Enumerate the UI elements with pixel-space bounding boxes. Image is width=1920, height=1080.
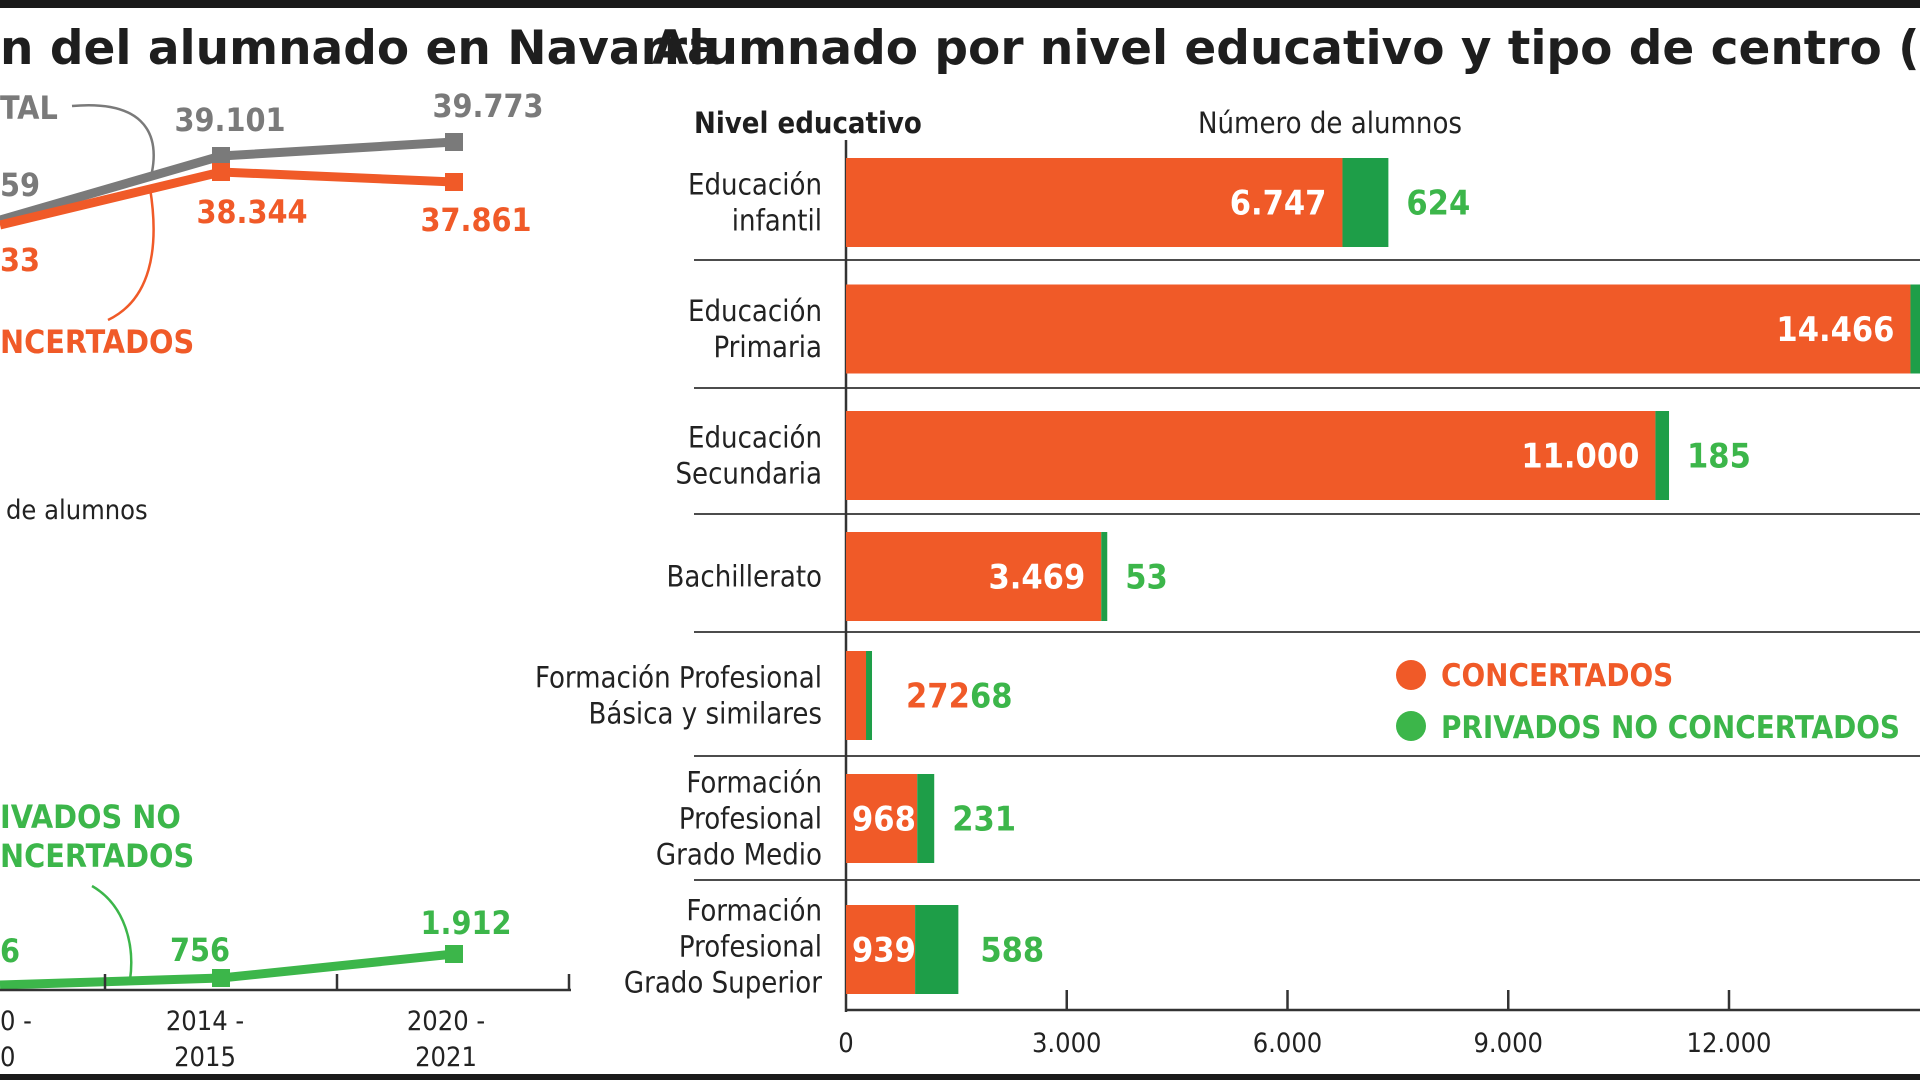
x-tick-label: 9.000 <box>1473 1028 1543 1059</box>
category-label: Básica y similares <box>588 697 822 731</box>
bar-privados <box>1342 158 1389 247</box>
bar-privados <box>1910 284 1920 374</box>
left-x-tick-label-2020-a: 2020 - <box>407 1006 485 1037</box>
legend-label-concertados: CONCERTADOS <box>1441 658 1673 694</box>
category-label: Formación Profesional <box>535 661 822 695</box>
callout-privados <box>91 884 133 981</box>
top-rule <box>0 0 1920 8</box>
bottom-rule <box>0 1074 1920 1080</box>
category-label: Secundaria <box>675 457 822 491</box>
privados-partial-value: 6 <box>0 932 20 970</box>
bar-concertados <box>846 411 1656 500</box>
bar-concertados <box>846 651 867 740</box>
category-label: Grado Superior <box>624 966 822 1000</box>
series-label-concertados: NCERTADOS <box>0 323 194 361</box>
category-label: infantil <box>732 204 822 238</box>
data-label-total-2014: 39.101 <box>174 101 285 139</box>
category-label: Formación <box>686 766 822 800</box>
legend: CONCERTADOS PRIVADOS NO CONCERTADOS <box>1396 658 1900 746</box>
x-tick-label: 0 <box>838 1028 853 1059</box>
point-total-2020 <box>445 133 463 151</box>
category-label: Educación <box>688 168 822 202</box>
data-label-privados: 68 <box>970 677 1013 717</box>
bar-concertados <box>846 774 918 863</box>
bar-privados <box>866 651 873 740</box>
series-label-total: TAL <box>0 89 58 127</box>
data-label-concertados: 968 <box>852 800 916 840</box>
series-label-privados-line2: NCERTADOS <box>0 837 194 875</box>
bar-concertados <box>846 532 1102 621</box>
data-label-concertados: 272 <box>906 677 970 717</box>
category-label: Bachillerato <box>667 560 822 594</box>
point-total-2014 <box>212 147 230 165</box>
category-label: Educación <box>688 294 822 328</box>
callout-total <box>71 103 155 173</box>
data-label-privados: 624 <box>1406 184 1470 224</box>
bar-privados <box>915 905 959 994</box>
legend-swatch-privados <box>1396 711 1426 741</box>
left-x-tick-label-partial-1: 0 - <box>0 1006 32 1037</box>
data-label-privados: 53 <box>1125 558 1168 598</box>
category-label: Formación <box>686 894 822 928</box>
x-tick-label: 6.000 <box>1253 1028 1323 1059</box>
bar-concertados <box>846 905 916 994</box>
bar-privados <box>1101 532 1108 621</box>
data-label-concertados: 6.747 <box>1230 184 1327 224</box>
right-chart-title: Alumnado por nivel educativo y tipo de c… <box>652 21 1920 76</box>
series-label-privados-line1: IVADOS NO <box>0 798 181 836</box>
category-label: Grado Medio <box>656 838 822 872</box>
point-privados-2020 <box>445 945 463 963</box>
data-label-privados: 588 <box>980 931 1044 971</box>
bar-privados <box>917 774 935 863</box>
data-label-privados-2014: 756 <box>170 931 230 969</box>
point-concertados-2020 <box>445 173 463 191</box>
category-label: Primaria <box>713 330 822 364</box>
line-chart: TAL NCERTADOS de alumnos IVADOS NO NCERT… <box>0 87 571 1073</box>
data-label-concertados-2020: 37.861 <box>420 201 531 239</box>
left-x-tick-label-partial-2: 0 <box>0 1042 15 1073</box>
left-chart-title: n del alumnado en Navarra <box>0 21 719 76</box>
total-partial-value: 59 <box>0 166 40 204</box>
left-x-tick-label-2020-b: 2021 <box>415 1042 477 1073</box>
point-concertados-2014 <box>212 163 230 181</box>
legend-swatch-concertados <box>1396 660 1426 690</box>
legend-label-privados: PRIVADOS NO CONCERTADOS <box>1441 710 1900 746</box>
x-tick-label: 3.000 <box>1032 1028 1102 1059</box>
left-x-tick-label-2014-a: 2014 - <box>166 1006 244 1037</box>
bar-privados <box>1655 411 1670 500</box>
left-x-tick-label-2014-b: 2015 <box>174 1042 236 1073</box>
concertados-partial-value: 33 <box>0 241 40 279</box>
bar-concertados <box>846 158 1343 247</box>
category-label: Educación <box>688 421 822 455</box>
x-axis-title: Número de alumnos <box>1198 106 1462 140</box>
data-label-concertados-2014: 38.344 <box>196 193 307 231</box>
data-label-concertados: 11.000 <box>1521 437 1639 477</box>
category-label: Profesional <box>679 930 822 964</box>
left-axis-note: de alumnos <box>6 495 148 526</box>
category-label: Profesional <box>679 802 822 836</box>
column-header: Nivel educativo <box>694 106 922 140</box>
data-label-concertados: 3.469 <box>988 558 1085 598</box>
data-label-total-2020: 39.773 <box>432 87 543 125</box>
bar-concertados <box>846 284 1911 374</box>
data-label-privados: 185 <box>1687 437 1751 477</box>
x-tick-label: 12.000 <box>1687 1028 1772 1059</box>
data-label-privados-2020: 1.912 <box>420 904 511 942</box>
data-label-concertados: 939 <box>852 931 916 971</box>
point-privados-2014 <box>212 969 230 987</box>
data-label-concertados: 14.466 <box>1776 310 1894 350</box>
data-label-privados: 231 <box>952 800 1016 840</box>
callout-concertados <box>107 187 155 322</box>
